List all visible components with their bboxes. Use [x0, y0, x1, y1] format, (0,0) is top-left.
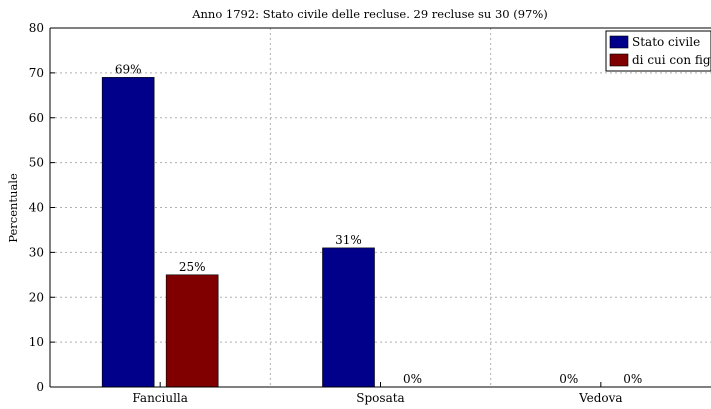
x-tick-label: Vedova — [578, 391, 623, 405]
x-tick-label: Sposata — [356, 391, 404, 405]
bar-stato-civile-sposata — [322, 247, 375, 388]
y-tick-label: 50 — [29, 156, 44, 170]
bars: 69% 25% 31% 0% 0% 0% — [101, 62, 642, 388]
legend: Stato civile di cui con figli — [605, 30, 711, 72]
legend-swatch — [609, 53, 629, 67]
y-tick-label: 30 — [29, 245, 44, 259]
y-tick-label: 70 — [29, 66, 44, 80]
legend-label: Stato civile — [632, 35, 700, 49]
y-tick-label: 0 — [36, 380, 44, 394]
data-label: 25% — [179, 260, 206, 274]
data-label: 0% — [559, 372, 578, 386]
data-label: 0% — [623, 372, 642, 386]
y-tick-label: 60 — [29, 111, 44, 125]
y-tick-label: 10 — [29, 335, 44, 349]
y-tick-label: 20 — [29, 290, 44, 304]
y-axis-label: Percentuale — [6, 173, 20, 243]
data-label: 0% — [403, 372, 422, 386]
y-tick-label: 40 — [29, 201, 44, 215]
legend-swatch — [609, 35, 629, 49]
legend-label: di cui con figli — [632, 53, 711, 67]
chart-title: Anno 1792: Stato civile delle recluse. 2… — [191, 7, 548, 21]
data-label: 31% — [335, 233, 362, 247]
bar-con-figli-fanciulla — [165, 274, 219, 388]
x-tick-label: Fanciulla — [132, 391, 188, 405]
data-label: 69% — [115, 62, 142, 76]
axes: 0 10 20 30 40 50 60 70 80 Fanciulla Sposata Vedova — [29, 21, 711, 405]
bar-stato-civile-fanciulla — [101, 77, 155, 388]
y-tick-label: 80 — [29, 21, 44, 35]
